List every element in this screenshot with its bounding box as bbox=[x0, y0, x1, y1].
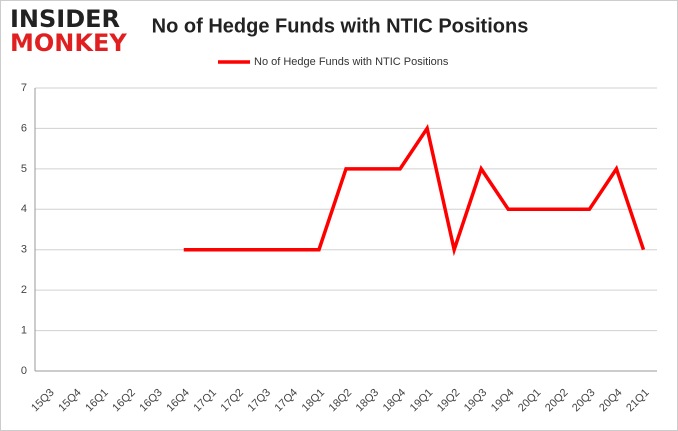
legend-label: No of Hedge Funds with NTIC Positions bbox=[254, 56, 449, 68]
y-tick-label: 6 bbox=[21, 122, 27, 134]
chart-title: No of Hedge Funds with NTIC Positions bbox=[152, 15, 529, 37]
y-tick-label: 5 bbox=[21, 163, 27, 175]
logo-top: INSIDER bbox=[10, 5, 120, 33]
y-tick-label: 2 bbox=[21, 284, 27, 296]
y-tick-label: 3 bbox=[21, 244, 27, 256]
logo-bottom: MONKEY bbox=[10, 29, 127, 57]
line bbox=[183, 124, 646, 257]
y-tick-label: 1 bbox=[21, 324, 27, 336]
y-tick-label: 4 bbox=[21, 203, 27, 215]
y-tick-label: 7 bbox=[21, 82, 27, 94]
y-tick-label: 0 bbox=[21, 365, 27, 377]
